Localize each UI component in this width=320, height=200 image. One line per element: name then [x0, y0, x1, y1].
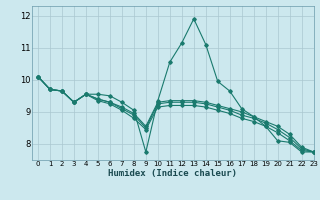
- X-axis label: Humidex (Indice chaleur): Humidex (Indice chaleur): [108, 169, 237, 178]
